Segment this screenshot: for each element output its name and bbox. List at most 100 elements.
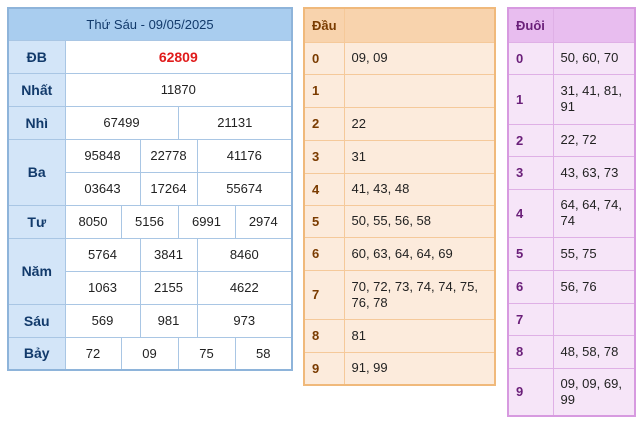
results-table: Thứ Sáu - 09/05/2025 ĐB 62809 Nhất 11870… — [7, 7, 294, 371]
prize-row-nam: Năm 5764 3841 8460 — [7, 237, 293, 305]
duoi-row: 1 31, 41, 81, 91 — [507, 73, 636, 125]
prize-sau-value: 973 — [196, 303, 293, 338]
duoi-header-label: Đuôi — [507, 7, 554, 43]
duoi-row: 9 09, 09, 69, 99 — [507, 367, 636, 417]
dau-row: 5 50, 55, 56, 58 — [303, 204, 496, 238]
prize-nam-value: 3841 — [139, 237, 198, 272]
duoi-key: 9 — [507, 367, 554, 417]
duoi-key: 5 — [507, 236, 554, 271]
duoi-key: 4 — [507, 188, 554, 238]
prize-label-bay: Bảy — [7, 336, 66, 371]
prize-label-nhat: Nhất — [7, 72, 66, 107]
dau-header-label: Đầu — [303, 7, 345, 43]
prize-tu-value: 6991 — [177, 204, 236, 239]
prize-row-nhat: Nhất 11870 — [7, 72, 293, 107]
prize-ba-value: 03643 — [64, 171, 141, 206]
dau-row: 8 81 — [303, 318, 496, 353]
duoi-values: 22, 72 — [552, 123, 636, 157]
prize-row-ba: Ba 95848 22778 41176 — [7, 138, 293, 206]
duoi-values: 56, 76 — [552, 269, 636, 304]
prize-nhi-value: 21131 — [177, 105, 293, 140]
dau-table: Đầu 0 09, 09 1 2 22 3 31 4 41, 43, 48 5 50, 5… — [303, 7, 496, 386]
duoi-values — [552, 302, 636, 336]
dau-header-blank — [343, 7, 496, 43]
duoi-key: 6 — [507, 269, 554, 304]
duoi-values: 09, 09, 69, 99 — [552, 367, 636, 417]
dau-key: 9 — [303, 351, 345, 386]
duoi-key: 1 — [507, 73, 554, 125]
duoi-row: 2 22, 72 — [507, 123, 636, 157]
duoi-row: 7 — [507, 302, 636, 336]
prize-nam-value: 4622 — [196, 270, 293, 305]
duoi-table: Đuôi 0 50, 60, 70 1 31, 41, 81, 91 2 22, 72… — [507, 7, 636, 417]
dau-values: 50, 55, 56, 58 — [343, 204, 496, 238]
duoi-row: 4 64, 64, 74, 74 — [507, 188, 636, 238]
prize-label-ba: Ba — [7, 138, 66, 206]
prize-row-db: ĐB 62809 — [7, 39, 293, 74]
dau-key: 7 — [303, 269, 345, 320]
duoi-key: 3 — [507, 155, 554, 190]
dau-key: 3 — [303, 139, 345, 174]
dau-key: 0 — [303, 41, 345, 75]
prize-nam-value: 8460 — [196, 237, 293, 272]
dau-values: 22 — [343, 106, 496, 141]
dau-row: 3 31 — [303, 139, 496, 174]
dau-row: 1 — [303, 73, 496, 108]
duoi-row: 8 48, 58, 78 — [507, 334, 636, 369]
prize-bay-value: 75 — [177, 336, 236, 371]
dau-row: 0 09, 09 — [303, 41, 496, 75]
dau-values: 70, 72, 73, 74, 74, 75, 76, 78 — [343, 269, 496, 320]
dau-row: 2 22 — [303, 106, 496, 141]
prize-label-nhi: Nhì — [7, 105, 66, 140]
duoi-values: 50, 60, 70 — [552, 41, 636, 75]
prize-ba-value: 55674 — [196, 171, 293, 206]
dau-values: 09, 09 — [343, 41, 496, 75]
duoi-key: 0 — [507, 41, 554, 75]
prize-bay-value: 72 — [64, 336, 122, 371]
prize-ba-value: 41176 — [196, 138, 293, 173]
prize-db-value: 62809 — [64, 39, 293, 74]
prize-row-nhi: Nhì 67499 21131 — [7, 105, 293, 140]
prize-label-tu: Tư — [7, 204, 66, 239]
prize-tu-value: 2974 — [234, 204, 293, 239]
prize-ba-value: 22778 — [139, 138, 198, 173]
duoi-key: 8 — [507, 334, 554, 369]
prize-label-db: ĐB — [7, 39, 66, 74]
dau-key: 4 — [303, 172, 345, 206]
duoi-values: 43, 63, 73 — [552, 155, 636, 190]
prize-ba-value: 95848 — [64, 138, 141, 173]
prize-nhi-value: 67499 — [64, 105, 179, 140]
duoi-header-blank — [552, 7, 636, 43]
dau-row: 9 91, 99 — [303, 351, 496, 386]
duoi-values: 31, 41, 81, 91 — [552, 73, 636, 125]
prize-nam-value: 1063 — [64, 270, 141, 305]
prize-tu-value: 8050 — [64, 204, 122, 239]
dau-key: 2 — [303, 106, 345, 141]
prize-sau-value: 569 — [64, 303, 141, 338]
dau-row: 7 70, 72, 73, 74, 74, 75, 76, 78 — [303, 269, 496, 320]
dau-row: 6 60, 63, 64, 64, 69 — [303, 236, 496, 271]
dau-row: 4 41, 43, 48 — [303, 172, 496, 206]
prize-nam-value: 5764 — [64, 237, 141, 272]
dau-key: 6 — [303, 236, 345, 271]
prize-row-ba: 03643 17264 55674 — [8, 171, 293, 206]
prize-sau-value: 981 — [139, 303, 198, 338]
dau-values — [343, 73, 496, 108]
dau-values: 31 — [343, 139, 496, 174]
dau-values: 91, 99 — [343, 351, 496, 386]
dau-values: 60, 63, 64, 64, 69 — [343, 236, 496, 271]
duoi-row: 3 43, 63, 73 — [507, 155, 636, 190]
prize-nhat-value: 11870 — [64, 72, 293, 107]
duoi-key: 7 — [507, 302, 554, 336]
duoi-row: 6 56, 76 — [507, 269, 636, 304]
draw-date-header: Thứ Sáu - 09/05/2025 — [7, 7, 293, 41]
duoi-values: 55, 75 — [552, 236, 636, 271]
dau-key: 8 — [303, 318, 345, 353]
prize-bay-value: 58 — [234, 336, 293, 371]
dau-key: 1 — [303, 73, 345, 108]
prize-row-nam: 1063 2155 4622 — [8, 270, 293, 305]
prize-bay-value: 09 — [120, 336, 179, 371]
duoi-key: 2 — [507, 123, 554, 157]
duoi-values: 64, 64, 74, 74 — [552, 188, 636, 238]
prize-ba-value: 17264 — [139, 171, 198, 206]
